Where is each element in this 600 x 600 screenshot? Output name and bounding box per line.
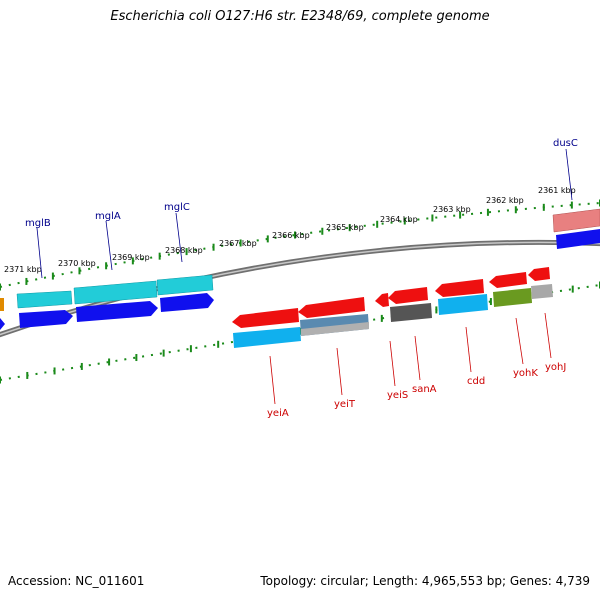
feature-mglA-gene[interactable]: [76, 301, 158, 322]
leader-line: [175, 212, 183, 263]
feature-yeiA-gene[interactable]: [233, 327, 301, 348]
gene-label-yohJ[interactable]: yohJ: [545, 362, 566, 373]
tick-marks-outer: [0, 199, 600, 291]
gene-label-yohK[interactable]: yohK: [513, 368, 538, 379]
reverse-features: [232, 267, 553, 348]
tick-label: 2365 kbp: [326, 223, 364, 232]
feature-yeiT-gene-lower[interactable]: [301, 322, 369, 336]
feature-mglC-gene[interactable]: [160, 293, 214, 312]
bottom-gene-labels: yeiA yeiT yeiS sanA cdd yohK yohJ: [267, 312, 566, 419]
feature-dusC-cds[interactable]: [552, 208, 600, 233]
tick-label: 2369 kbp: [112, 253, 150, 262]
leader-line: [36, 227, 43, 279]
top-gene-labels: mglB mglA mglC dusC: [25, 138, 578, 279]
feature-yohJ-cds[interactable]: [528, 267, 550, 281]
feature-mglA-cds[interactable]: [73, 280, 158, 305]
gene-label-dusC[interactable]: dusC: [553, 138, 578, 149]
gene-label-yeiS[interactable]: yeiS: [387, 390, 408, 401]
feature-sanA-cds[interactable]: [388, 287, 428, 304]
feature-yohK-gene[interactable]: [493, 288, 532, 307]
gene-label-cdd[interactable]: cdd: [467, 376, 485, 387]
feature-orange[interactable]: [0, 298, 4, 311]
feature-yeiS-cds[interactable]: [375, 293, 389, 307]
forward-features: [0, 208, 600, 330]
feature-cdd-cds[interactable]: [435, 279, 484, 297]
tick-label: 2371 kbp: [4, 265, 42, 274]
leader-line: [465, 326, 472, 373]
feature-dusC-gene[interactable]: [556, 229, 600, 249]
gene-label-sanA[interactable]: sanA: [412, 384, 437, 395]
feature-left-gene[interactable]: [0, 318, 5, 330]
gene-label-mglB[interactable]: mglB: [25, 218, 51, 229]
tick-label: 2366 kbp: [272, 231, 310, 240]
gene-label-mglA[interactable]: mglA: [95, 211, 121, 222]
gene-label-yeiT[interactable]: yeiT: [334, 399, 356, 410]
leader-line: [389, 340, 396, 387]
leader-line: [414, 335, 421, 381]
feature-cdd-gene[interactable]: [438, 294, 488, 315]
feature-sanA-gene[interactable]: [390, 303, 432, 322]
leader-line: [565, 148, 573, 201]
gene-label-mglC[interactable]: mglC: [164, 202, 190, 213]
tick-label: 2368 kbp: [165, 246, 203, 255]
feature-yeiT-cds[interactable]: [298, 297, 365, 318]
tick-label: 2361 kbp: [538, 186, 576, 195]
tick-labels: 2371 kbp 2370 kbp 2369 kbp 2368 kbp 2367…: [4, 186, 576, 274]
feature-yohJ-gene[interactable]: [531, 284, 553, 299]
leader-line: [544, 312, 552, 359]
feature-yeiA-cds[interactable]: [232, 308, 299, 328]
leader-line: [336, 347, 343, 396]
feature-mglC-cds[interactable]: [156, 274, 214, 296]
tick-label: 2370 kbp: [58, 259, 96, 268]
tick-label: 2367 kbp: [219, 239, 257, 248]
gene-label-yeiA[interactable]: yeiA: [267, 408, 289, 419]
genome-summary: Topology: circular; Length: 4,965,553 bp…: [260, 574, 590, 588]
tick-label: 2363 kbp: [433, 205, 471, 214]
tick-label: 2364 kbp: [380, 215, 418, 224]
feature-mglB-gene[interactable]: [19, 310, 73, 328]
leader-line: [105, 220, 113, 271]
feature-yohK-cds[interactable]: [489, 272, 527, 288]
leader-line: [269, 355, 276, 405]
accession-text: Accession: NC_011601: [8, 574, 145, 588]
genome-title: Escherichia coli O127:H6 str. E2348/69, …: [110, 9, 490, 24]
tick-label: 2362 kbp: [486, 196, 524, 205]
leader-line: [515, 317, 524, 365]
feature-mglB-cds[interactable]: [16, 290, 73, 309]
